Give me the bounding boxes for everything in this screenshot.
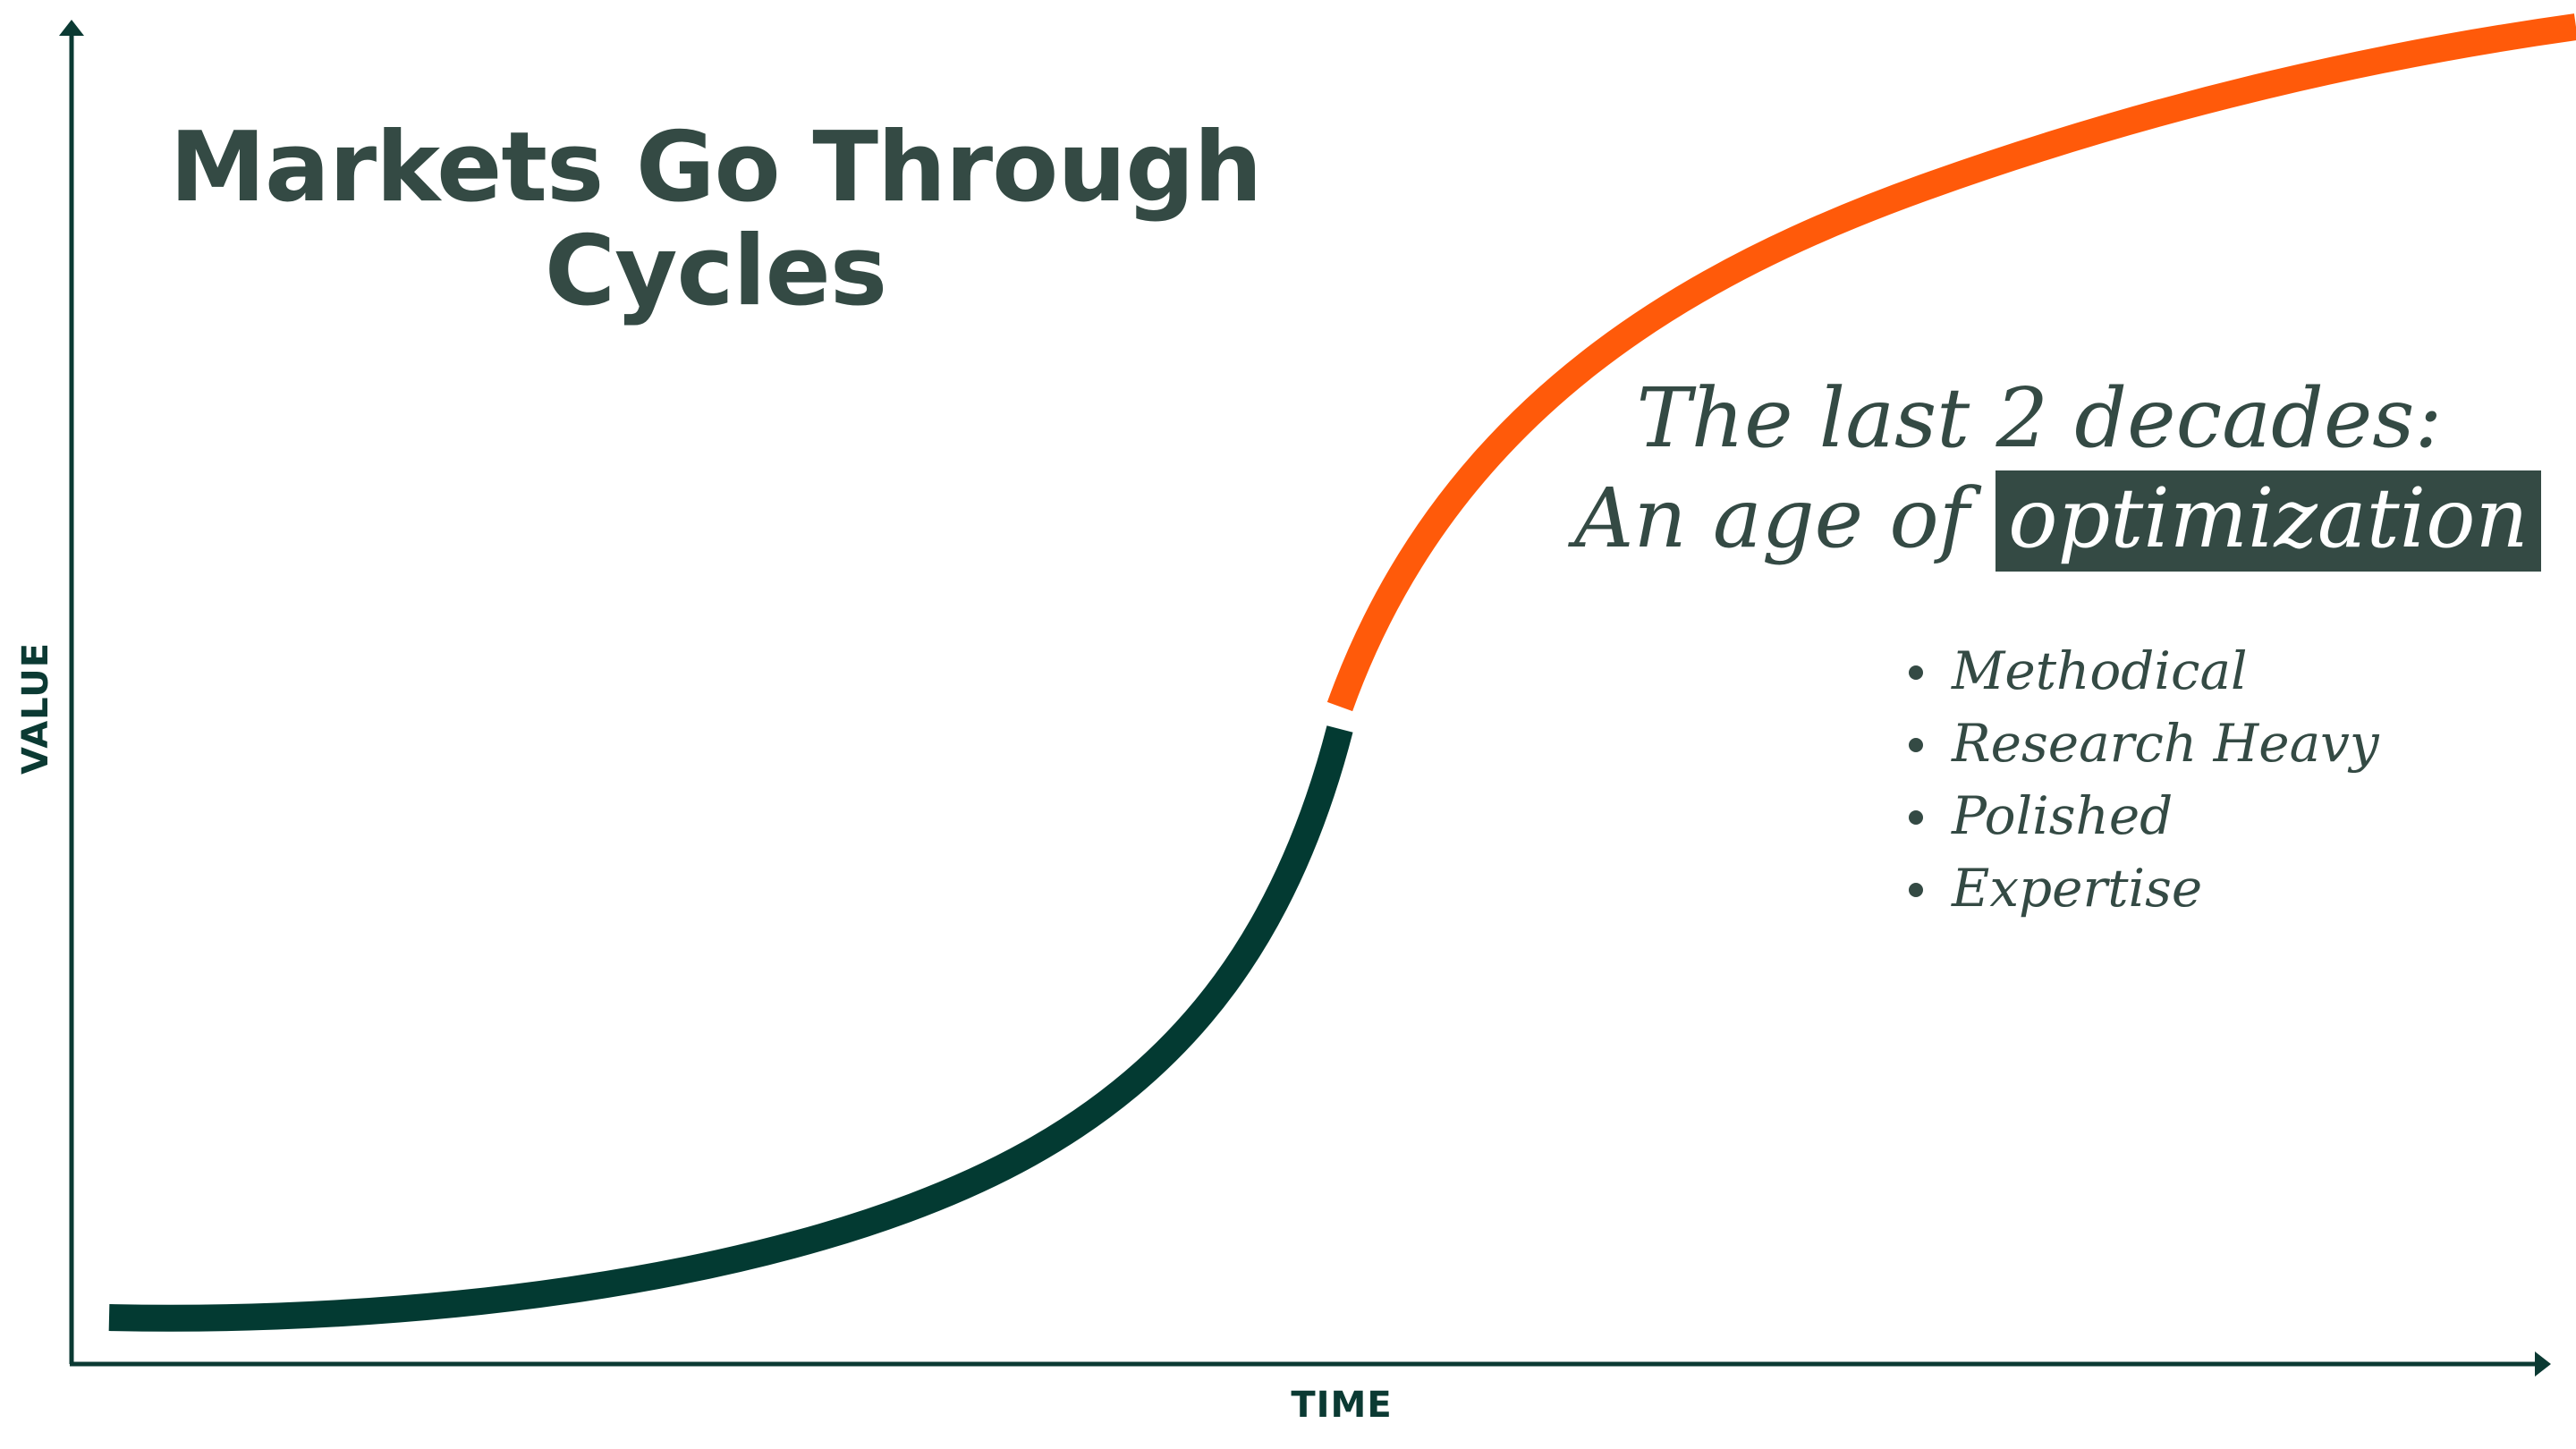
highlighted-word: optimization: [1996, 470, 2541, 572]
bullet-list: Methodical Research Heavy Polished Exper…: [1905, 635, 2379, 925]
bullet-item-methodical: Methodical: [1905, 635, 2379, 708]
subtitle-line-2: An age of optimization: [1574, 469, 2541, 572]
curve-segment-early: [108, 725, 1353, 1332]
page-title: Markets Go Through Cycles: [54, 116, 1377, 324]
subtitle-line-1: The last 2 decades:: [1636, 370, 2443, 466]
y-axis-label: VALUE: [15, 641, 56, 775]
title-line-2: Cycles: [544, 216, 887, 327]
x-axis-label: TIME: [1291, 1385, 1393, 1426]
subtitle-prefix: An age of: [1574, 470, 1970, 566]
bullet-item-research-heavy: Research Heavy: [1905, 708, 2379, 780]
title-line-1: Markets Go Through: [169, 112, 1263, 224]
x-axis-arrow: [2535, 1352, 2551, 1377]
curve-segment-late: [1326, 13, 2576, 712]
bullet-item-expertise: Expertise: [1905, 852, 2379, 925]
bullet-item-polished: Polished: [1905, 780, 2379, 852]
y-axis-arrow: [59, 20, 84, 36]
subtitle: The last 2 decades: An age of optimizati…: [1574, 369, 2541, 572]
